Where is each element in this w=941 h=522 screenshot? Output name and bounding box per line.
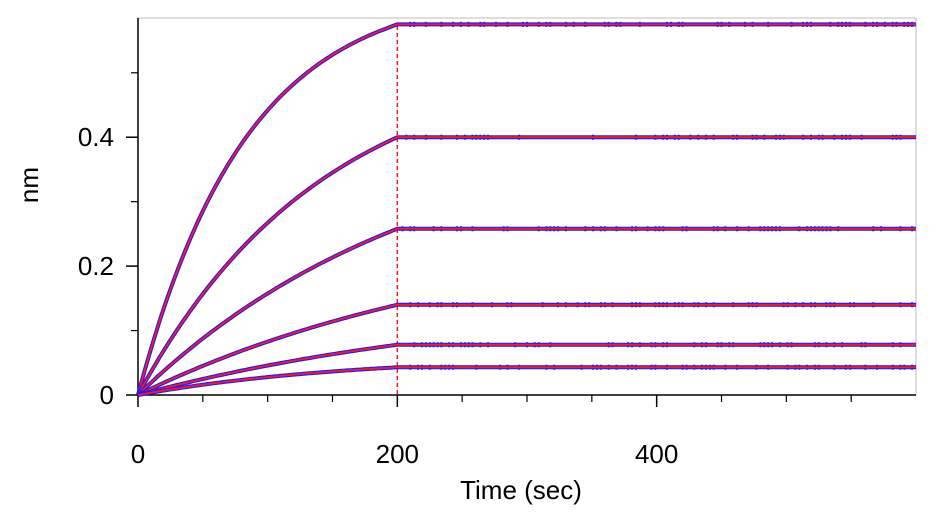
raw-data-trace [137,365,916,397]
fit-curve [137,303,916,396]
series-layer [136,21,916,397]
raw-data-trace [137,302,916,397]
fit-curve [137,136,916,396]
plot-frame [137,17,917,396]
y-tick-label: 0.4 [78,122,114,152]
y-tick-label: 0 [100,380,114,410]
raw-data-trace [137,342,916,397]
fit-curve [137,366,916,396]
raw-data-trace [136,22,916,396]
series-4 [137,302,916,397]
plot-border [137,17,917,396]
x-tick-label: 400 [635,439,678,469]
fit-curve [137,227,916,396]
raw-data-trace [136,135,916,396]
axis-ticks: 0 200 400 0 0.2 0.4 [78,72,852,469]
x-tick-label: 0 [131,439,145,469]
y-axis-label: nm [14,167,44,203]
raw-data-trace [136,226,916,397]
fit-curve [137,23,916,396]
x-axis-label: Time (sec) [460,475,582,505]
series-6 [137,364,916,397]
fit-curve [137,343,916,396]
y-tick-label: 0.2 [78,251,114,281]
series-5 [137,342,916,397]
series-3 [136,226,916,397]
x-tick-label: 200 [376,439,419,469]
series-1 [136,21,916,396]
series-2 [136,134,916,396]
